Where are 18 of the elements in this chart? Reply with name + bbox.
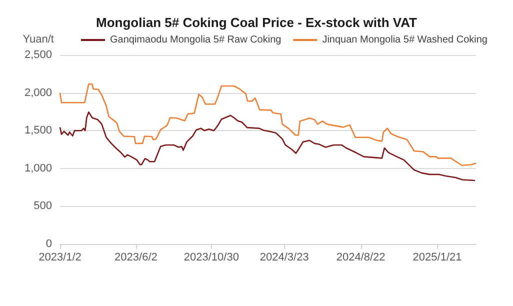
y-tick-label: 500: [34, 200, 52, 212]
line-series: [59, 111, 476, 182]
y-axis-title: Yuan/t: [22, 34, 54, 46]
y-tick-label: 0: [46, 238, 52, 250]
chart-title: Mongolian 5# Coking Coal Price - Ex-stock with VAT: [96, 15, 418, 30]
x-tick-label: 2023/1/2: [38, 252, 82, 264]
x-tick-label: 2025/1/21: [412, 252, 462, 264]
line-series: [59, 83, 477, 166]
x-tick-label: 2023/6/2: [114, 252, 158, 264]
x-tick-label: 2023/10/30: [184, 252, 239, 264]
y-tick-label: 2,000: [24, 86, 52, 99]
y-tick-label: 2,500: [24, 49, 52, 61]
x-tick-label: 2024/8/22: [336, 252, 386, 264]
legend-label: Ganqimaodu Mongolia 5# Raw Coking: [110, 34, 282, 46]
y-tick-label: 1,000: [24, 162, 52, 174]
legend-label: Jinquan Mongolia 5# Washed Coking: [322, 34, 488, 46]
x-tick-label: 2024/3/23: [260, 252, 309, 264]
y-tick-label: 1,500: [24, 124, 52, 137]
